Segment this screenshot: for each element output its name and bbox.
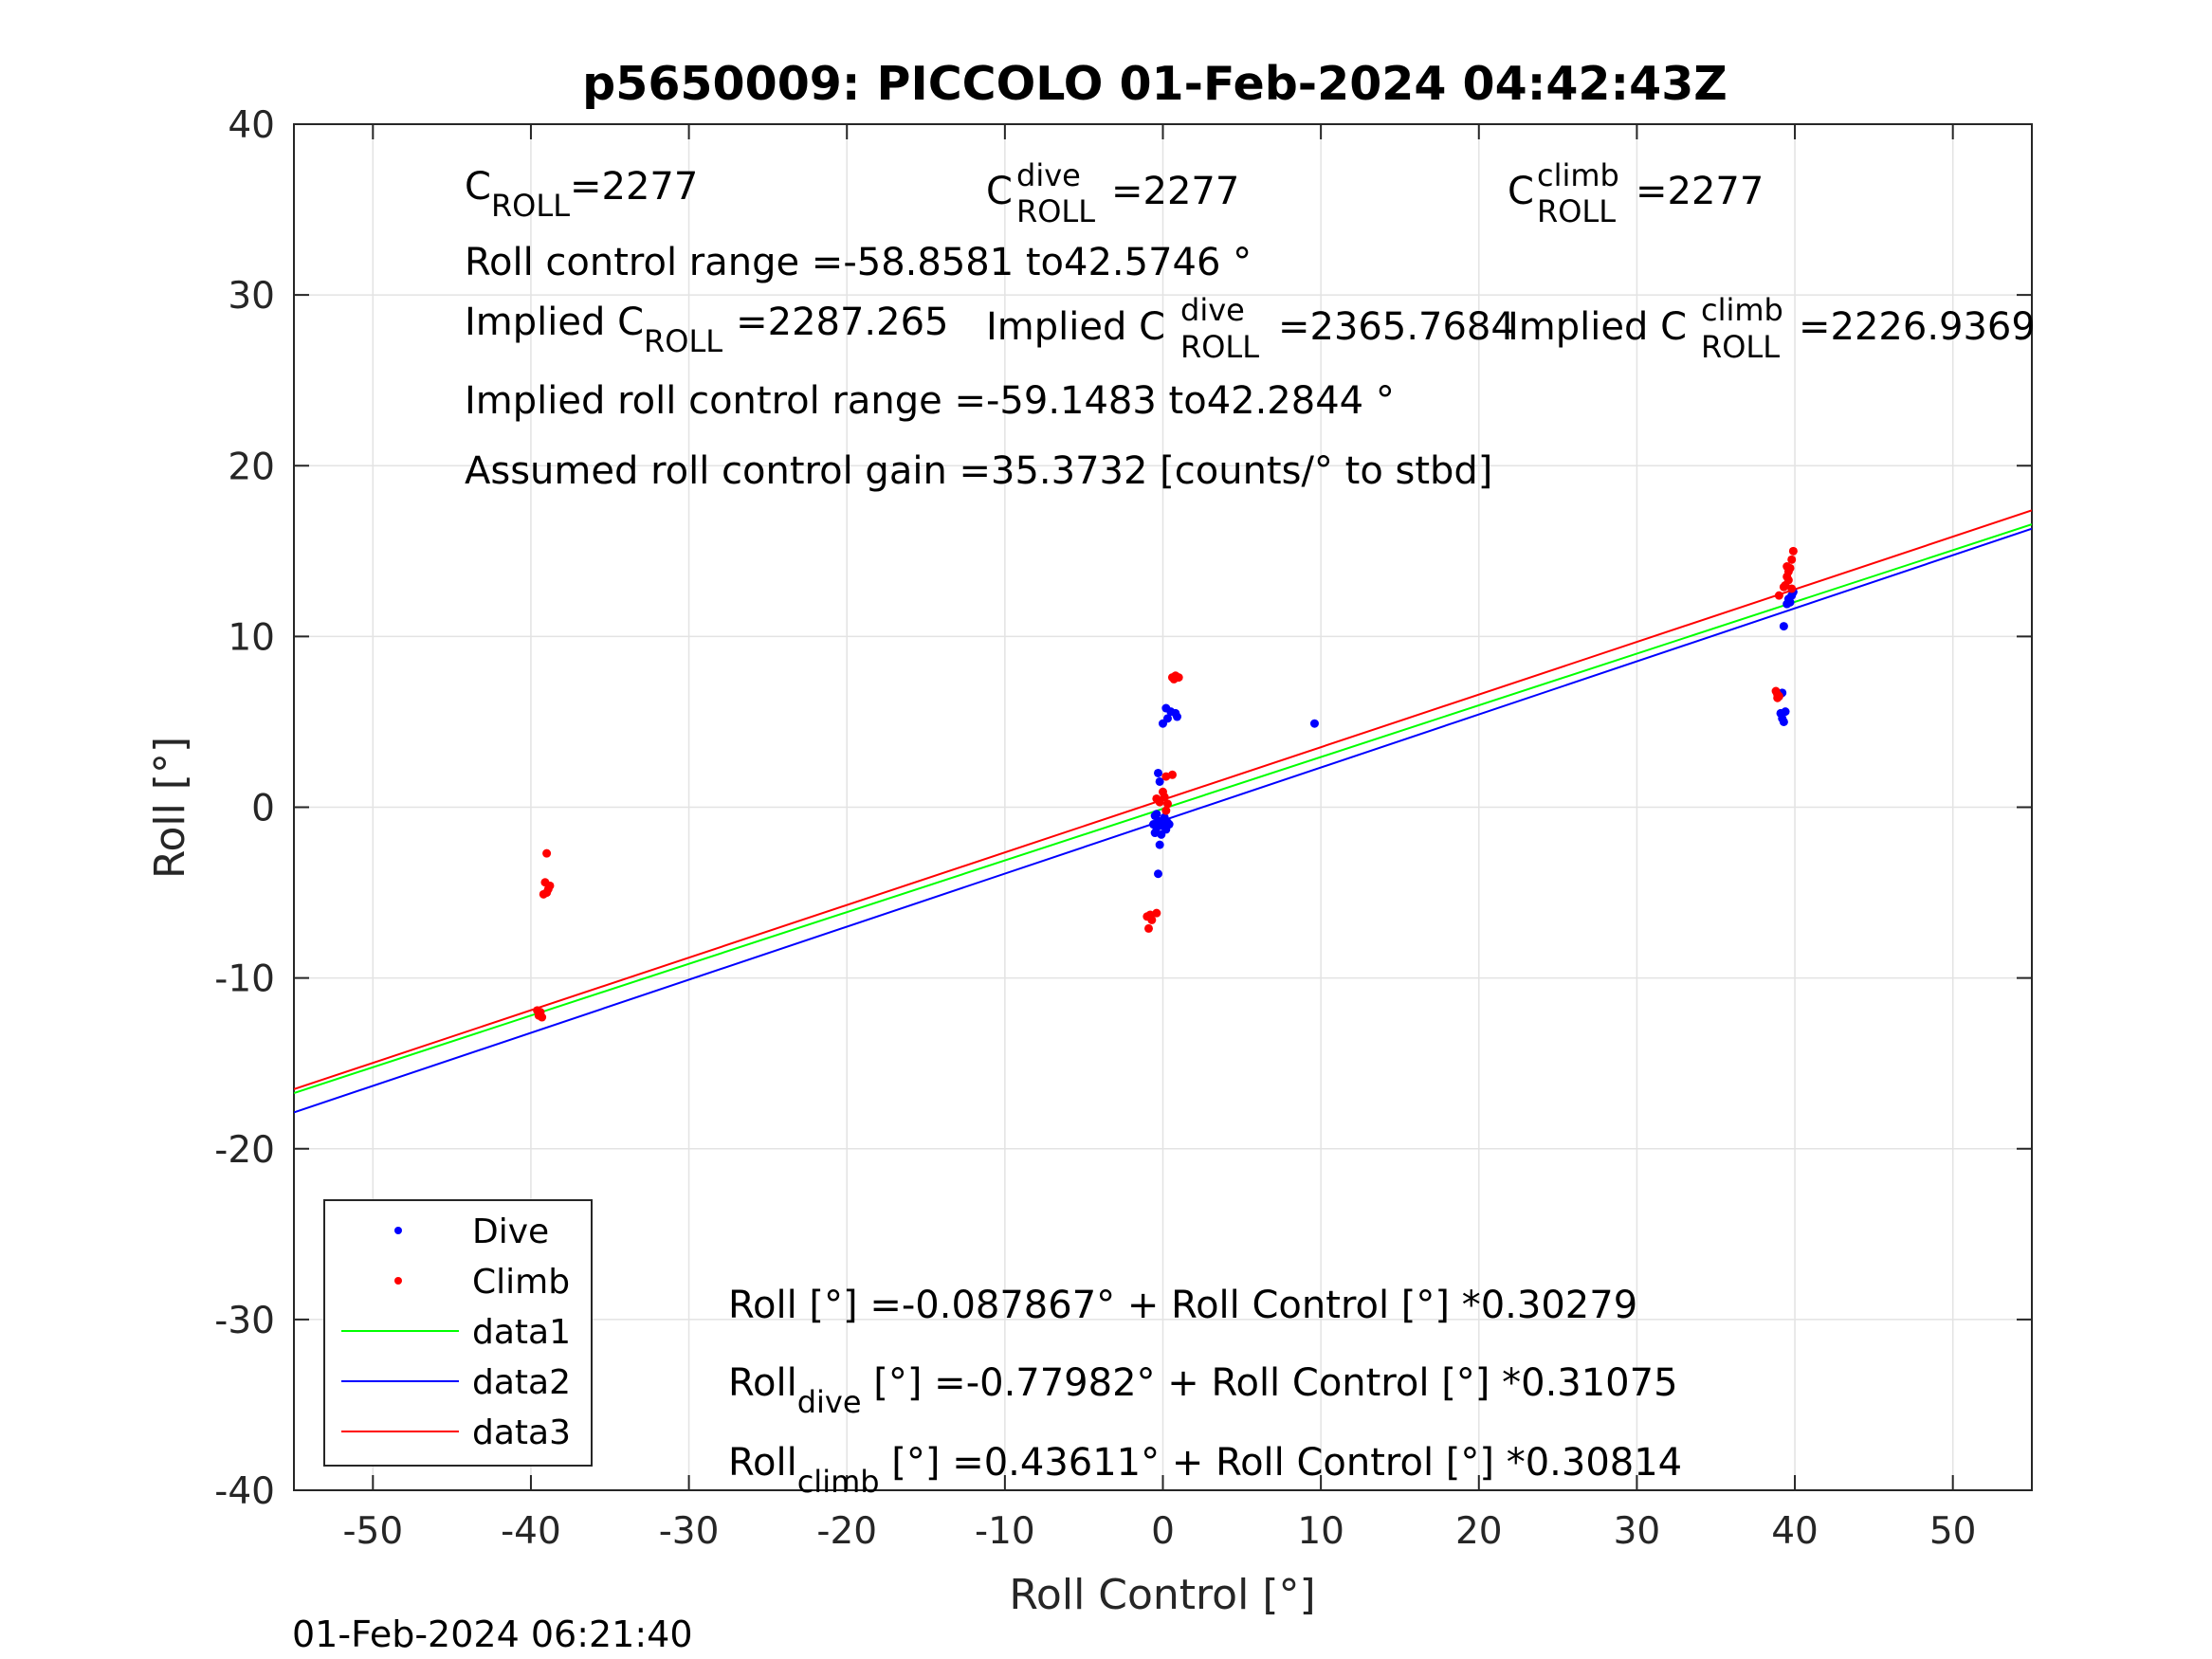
annotation-implied-roll-control-range: Implied roll control range =-59.1483 to4… xyxy=(465,379,1395,423)
point-climb xyxy=(1782,562,1792,572)
x-tick-label: 30 xyxy=(1614,1510,1661,1553)
x-tick-label: 40 xyxy=(1771,1510,1819,1553)
legend-dive-label: Dive xyxy=(472,1212,549,1251)
annotation-fit-dive: Rolldive [°] =-0.77982° + Roll Control [… xyxy=(728,1361,1678,1420)
point-climb xyxy=(1162,799,1172,809)
x-tick-label: 50 xyxy=(1929,1510,1977,1553)
point-climb xyxy=(1774,591,1783,600)
annotation-implied-c-roll-climb-value: =2226.9369 xyxy=(1799,305,2036,349)
point-dive xyxy=(1781,707,1790,717)
point-climb xyxy=(1144,923,1154,933)
point-climb xyxy=(1145,910,1155,920)
legend-climb-marker xyxy=(394,1277,402,1285)
annotation-implied-c-roll-climb-sub: ROLL xyxy=(1701,329,1780,365)
point-climb xyxy=(545,881,555,890)
y-tick-label: 0 xyxy=(251,788,275,830)
annotation-c-roll-climb: C xyxy=(1508,170,1534,213)
point-dive xyxy=(1152,810,1161,819)
x-tick-label: -50 xyxy=(342,1510,403,1553)
annotation-fit-all: Roll [°] =-0.087867° + Roll Control [°] … xyxy=(728,1284,1637,1327)
point-climb xyxy=(1169,674,1179,684)
point-climb xyxy=(538,1012,547,1022)
x-tick-labels: -50 -40 -30 -20 -10 0 10 20 30 40 50 xyxy=(342,1510,1976,1553)
point-climb xyxy=(1788,546,1798,556)
x-tick-label: -40 xyxy=(501,1510,561,1553)
point-dive xyxy=(1172,712,1181,721)
point-climb xyxy=(1152,793,1161,803)
point-dive xyxy=(1154,768,1163,777)
annotation-c-roll-dive-sub: ROLL xyxy=(1016,193,1095,229)
data-points xyxy=(533,546,1798,1022)
ticks xyxy=(294,123,2032,1491)
point-climb xyxy=(1167,770,1177,779)
y-tick-label: 10 xyxy=(228,616,275,659)
annotation-c-roll-dive-value: =2277 xyxy=(1111,170,1239,213)
point-climb xyxy=(1159,787,1167,796)
point-climb xyxy=(542,888,552,898)
y-tick-label: -40 xyxy=(214,1470,275,1513)
point-dive xyxy=(1779,717,1788,726)
annotation-implied-c-roll-dive: Implied C xyxy=(986,305,1165,349)
point-dive xyxy=(1309,719,1319,728)
y-tick-label: 30 xyxy=(228,275,275,318)
x-tick-label: 10 xyxy=(1297,1510,1344,1553)
x-tick-label: 0 xyxy=(1151,1510,1175,1553)
point-climb xyxy=(1161,806,1171,815)
x-axis-label: Roll Control [°] xyxy=(1009,1571,1315,1619)
y-tick-label: -10 xyxy=(214,958,275,1001)
legend-data3-label: data3 xyxy=(472,1413,571,1452)
annotation-c-roll: CROLL=2277 xyxy=(465,165,698,224)
legend-climb-label: Climb xyxy=(472,1263,570,1302)
point-climb xyxy=(1773,693,1782,702)
point-dive xyxy=(1155,840,1164,849)
point-dive xyxy=(1162,714,1172,723)
point-climb xyxy=(533,1006,542,1015)
annotation-implied-c-roll-dive-value: =2365.7684 xyxy=(1278,305,1515,349)
point-dive xyxy=(1779,622,1788,631)
y-tick-label: 20 xyxy=(228,446,275,488)
point-dive xyxy=(1785,597,1795,607)
annotation-roll-control-range: Roll control range =-58.8581 to42.5746 ° xyxy=(465,241,1252,284)
x-tick-label: -30 xyxy=(659,1510,720,1553)
legend-data2-label: data2 xyxy=(472,1363,571,1402)
annotation-c-roll-dive-sup: dive xyxy=(1016,157,1081,193)
legend: Dive Climb data1 data2 data3 xyxy=(323,1199,593,1467)
annotation-assumed-gain: Assumed roll control gain =35.3732 [coun… xyxy=(465,449,1492,493)
annotation-fit-climb: Rollclimb [°] =0.43611° + Roll Control [… xyxy=(728,1441,1682,1500)
annotation-implied-c-roll-dive-sub: ROLL xyxy=(1180,329,1259,365)
annotation-implied-c-roll-climb-sup: climb xyxy=(1701,292,1783,328)
point-dive xyxy=(1154,869,1163,879)
x-tick-label: -20 xyxy=(816,1510,877,1553)
annotation-c-roll-climb-sub: ROLL xyxy=(1537,193,1616,229)
legend-data1-label: data1 xyxy=(472,1313,571,1352)
y-tick-label: 40 xyxy=(228,104,275,147)
chart-title: p5650009: PICCOLO 01-Feb-2024 04:42:43Z xyxy=(582,57,1728,111)
point-dive xyxy=(1160,812,1169,822)
point-climb xyxy=(1787,584,1797,593)
annotation-implied-c-roll: Implied CROLL =2287.265 xyxy=(465,301,948,359)
point-climb xyxy=(1787,555,1797,564)
legend-box xyxy=(323,1199,593,1467)
legend-dive-marker xyxy=(394,1227,402,1234)
x-tick-label: 20 xyxy=(1455,1510,1503,1553)
y-tick-labels: -40 -30 -20 -10 0 10 20 30 40 xyxy=(214,104,275,1513)
point-climb xyxy=(1781,580,1790,590)
annotation-c-roll-climb-value: =2277 xyxy=(1636,170,1764,213)
x-tick-label: -10 xyxy=(975,1510,1035,1553)
y-tick-label: -30 xyxy=(214,1300,275,1342)
annotation-implied-c-roll-dive-sup: dive xyxy=(1180,292,1245,328)
annotation-implied-c-roll-climb: Implied C xyxy=(1508,305,1687,349)
point-dive xyxy=(1164,820,1174,830)
timestamp: 01-Feb-2024 06:21:40 xyxy=(292,1613,693,1655)
annotation-c-roll-dive: C xyxy=(986,170,1013,213)
annotation-c-roll-climb-sup: climb xyxy=(1537,157,1619,193)
point-dive xyxy=(1155,776,1164,786)
y-axis-label: Roll [°] xyxy=(146,737,194,879)
point-dive xyxy=(1157,830,1166,839)
point-climb xyxy=(542,848,552,858)
y-tick-label: -20 xyxy=(214,1129,275,1172)
point-dive xyxy=(1161,703,1171,713)
